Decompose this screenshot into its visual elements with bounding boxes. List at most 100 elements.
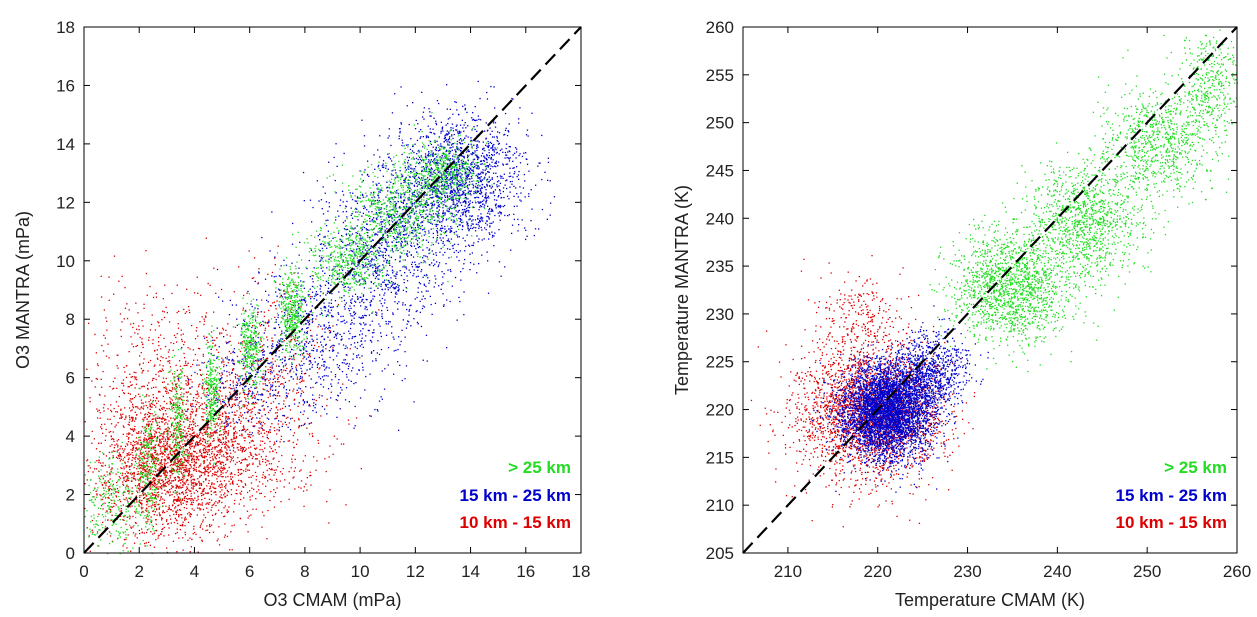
- data-point: [126, 443, 128, 445]
- data-point: [212, 458, 214, 460]
- data-point: [147, 407, 149, 409]
- data-point: [240, 415, 242, 418]
- data-point: [252, 384, 255, 386]
- data-point: [524, 227, 526, 229]
- data-point: [185, 380, 187, 382]
- data-point: [246, 464, 248, 467]
- data-point: [215, 494, 217, 496]
- data-point: [195, 459, 197, 461]
- data-point: [226, 416, 228, 418]
- data-point: [155, 431, 157, 433]
- data-point: [263, 311, 265, 313]
- data-point: [199, 449, 201, 451]
- data-point: [493, 192, 495, 194]
- data-point: [195, 393, 197, 396]
- data-point: [233, 390, 235, 392]
- data-point: [330, 391, 332, 393]
- data-point: [178, 500, 180, 502]
- data-point: [153, 514, 155, 516]
- data-point: [124, 456, 126, 458]
- data-point: [99, 494, 101, 496]
- data-point: [218, 457, 220, 459]
- data-point: [535, 184, 537, 186]
- data-point: [205, 478, 207, 480]
- data-point: [196, 482, 198, 485]
- data-point: [163, 535, 165, 537]
- data-point: [486, 197, 488, 199]
- data-point: [177, 379, 180, 381]
- data-point: [227, 432, 230, 434]
- data-point: [212, 473, 214, 475]
- data-point: [207, 511, 209, 513]
- data-point: [206, 377, 208, 379]
- data-point: [191, 408, 193, 410]
- data-point: [132, 326, 134, 329]
- data-point: [479, 185, 481, 187]
- data-point: [142, 476, 144, 478]
- data-point: [262, 458, 264, 461]
- data-point: [456, 202, 458, 204]
- data-point: [162, 453, 164, 455]
- data-point: [139, 488, 141, 490]
- data-point: [450, 178, 453, 180]
- data-point: [191, 461, 193, 463]
- data-point: [162, 418, 164, 420]
- data-point: [413, 222, 416, 224]
- data-point: [189, 490, 191, 492]
- data-point: [189, 467, 191, 470]
- data-point: [161, 368, 163, 370]
- data-point: [108, 357, 110, 359]
- data-point: [121, 389, 124, 392]
- data-point: [137, 471, 139, 473]
- data-point: [435, 213, 437, 215]
- data-point: [441, 180, 443, 182]
- data-point: [131, 376, 134, 378]
- data-point: [191, 538, 193, 541]
- data-point: [180, 460, 182, 462]
- data-point: [145, 475, 147, 478]
- data-point: [473, 242, 475, 244]
- data-point: [147, 387, 149, 390]
- data-point: [475, 202, 477, 204]
- data-point: [113, 255, 116, 257]
- data-point: [162, 406, 164, 409]
- data-point: [101, 428, 103, 430]
- data-point: [146, 413, 149, 416]
- data-point: [189, 444, 191, 446]
- data-point: [147, 447, 149, 449]
- data-point: [499, 204, 501, 207]
- data-point: [185, 469, 187, 471]
- data-point: [183, 308, 185, 311]
- data-point: [187, 419, 189, 422]
- data-point: [157, 495, 159, 498]
- data-point: [437, 216, 439, 219]
- data-point: [130, 443, 132, 445]
- data-point: [482, 171, 484, 173]
- data-point: [431, 179, 433, 181]
- data-point: [151, 483, 154, 486]
- data-point: [216, 478, 218, 480]
- data-point: [99, 417, 101, 419]
- data-point: [135, 522, 137, 524]
- data-point: [273, 427, 275, 429]
- data-point: [190, 378, 192, 381]
- data-point: [408, 206, 410, 208]
- data-point: [151, 455, 153, 457]
- data-point: [434, 185, 437, 187]
- data-point: [446, 130, 448, 132]
- data-point: [179, 428, 181, 431]
- data-point: [276, 381, 279, 383]
- data-point: [130, 441, 132, 444]
- data-point: [466, 111, 468, 114]
- data-point: [161, 451, 163, 453]
- data-point: [220, 483, 223, 485]
- data-point: [182, 446, 185, 448]
- data-point: [471, 169, 473, 171]
- data-point: [135, 454, 137, 456]
- data-point: [198, 466, 200, 468]
- data-point: [213, 491, 215, 494]
- data-point: [143, 532, 145, 534]
- data-point: [226, 356, 228, 358]
- data-point: [95, 448, 98, 450]
- data-point: [146, 457, 148, 459]
